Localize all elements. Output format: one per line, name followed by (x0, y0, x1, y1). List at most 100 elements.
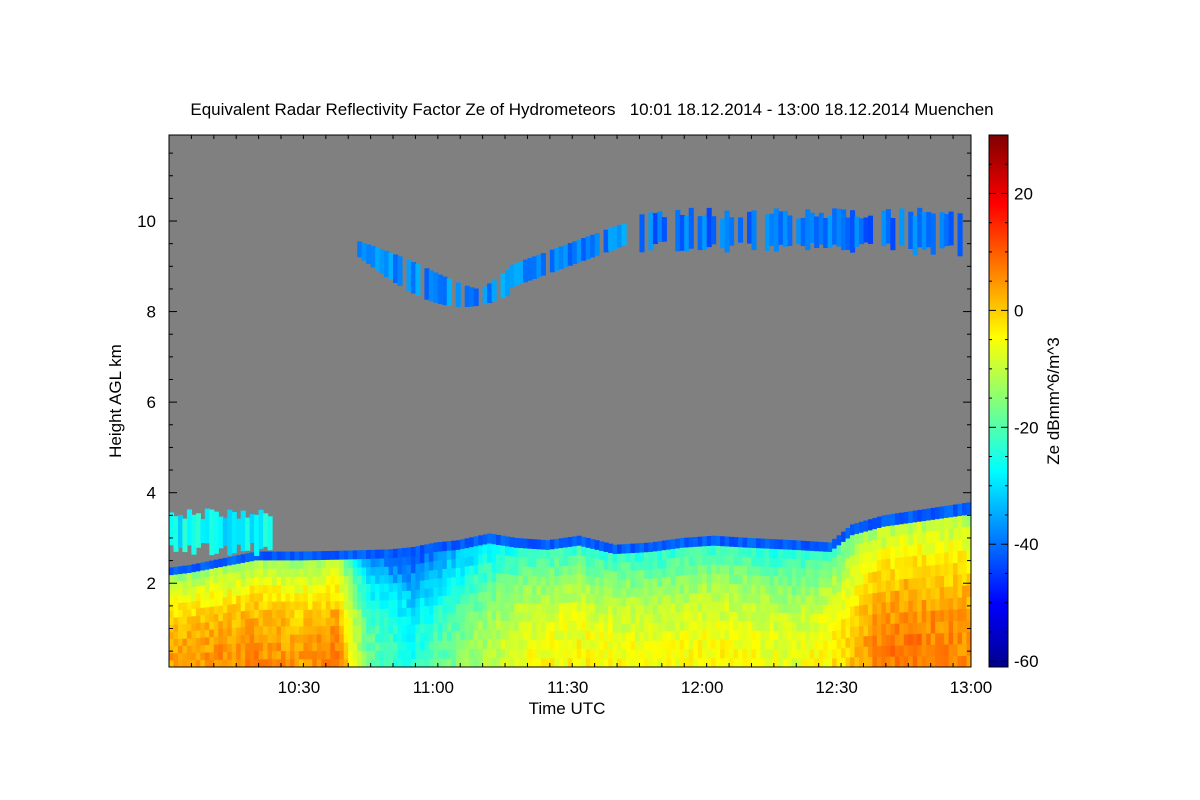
reflectivity-cell (612, 623, 618, 633)
cirrus-layer (357, 207, 963, 307)
reflectivity-cell (796, 585, 802, 596)
reflectivity-cell (375, 650, 381, 660)
reflectivity-cell (182, 572, 188, 581)
reflectivity-cell (263, 650, 269, 660)
reflectivity-cell (370, 591, 376, 601)
reflectivity-cell (424, 614, 430, 624)
reflectivity-cell (455, 612, 461, 623)
reflectivity-cell (473, 583, 479, 593)
reflectivity-cell (648, 649, 654, 659)
reflectivity-cell (469, 546, 475, 557)
reflectivity-cell (809, 631, 815, 641)
reflectivity-cell (733, 583, 739, 594)
reflectivity-cell (711, 629, 717, 640)
reflectivity-cell (858, 615, 865, 627)
reflectivity-cell (706, 610, 712, 621)
reflectivity-cell (912, 566, 918, 579)
reflectivity-cell (711, 610, 717, 621)
reflectivity-cell (218, 620, 224, 629)
reflectivity-cell (258, 576, 264, 586)
reflectivity-cell (585, 648, 591, 659)
reflectivity-cell (966, 572, 971, 586)
reflectivity-cell (702, 564, 708, 575)
reflectivity-cell (939, 552, 945, 565)
reflectivity-cell (473, 620, 479, 631)
reflectivity-cell (769, 566, 775, 577)
reflectivity-cell (325, 617, 331, 627)
reflectivity-cell (240, 578, 246, 588)
reflectivity-cell (415, 572, 421, 582)
reflectivity-cell (281, 592, 287, 602)
reflectivity-cell (903, 644, 909, 657)
reflectivity-cell (536, 603, 542, 613)
reflectivity-cell (881, 547, 887, 560)
reflectivity-cell (679, 611, 685, 622)
reflectivity-cell (773, 584, 779, 595)
reflectivity-cell (903, 545, 909, 557)
reflectivity-cell (715, 610, 721, 621)
reflectivity-cell (626, 631, 632, 642)
reflectivity-cell (697, 545, 703, 556)
reflectivity-cell (818, 559, 824, 570)
reflectivity-cell (558, 565, 564, 576)
reflectivity-cell (473, 601, 479, 612)
reflectivity-cell (805, 604, 811, 614)
reflectivity-cell (823, 613, 829, 624)
reflectivity-cell (482, 600, 488, 611)
reflectivity-cell (773, 648, 779, 659)
y-tick-label: 10 (137, 212, 156, 231)
reflectivity-cell (787, 603, 793, 614)
reflectivity-cell (796, 576, 802, 587)
low-layer (169, 502, 971, 667)
reflectivity-cell (572, 620, 578, 631)
reflectivity-cell (917, 622, 923, 634)
reflectivity-cell (626, 649, 632, 659)
reflectivity-cell (742, 546, 748, 557)
reflectivity-cell (962, 631, 968, 645)
x-axis-label: Time UTC (529, 699, 606, 718)
reflectivity-cell (330, 625, 336, 635)
reflectivity-cell (921, 633, 927, 646)
reflectivity-cell (509, 602, 515, 612)
reflectivity-cell (729, 564, 735, 575)
reflectivity-cell (334, 575, 340, 585)
reflectivity-cell (491, 610, 497, 621)
reflectivity-cell (231, 564, 237, 573)
reflectivity-cell (639, 587, 645, 597)
reflectivity-cell (724, 536, 730, 547)
reflectivity-cell (643, 551, 650, 562)
reflectivity-cell (433, 272, 439, 303)
reflectivity-cell (697, 620, 703, 631)
reflectivity-cell (576, 535, 582, 546)
reflectivity-cell (738, 620, 744, 631)
reflectivity-cell (191, 630, 197, 639)
reflectivity-cell (724, 545, 730, 556)
reflectivity-cell (487, 533, 493, 544)
reflectivity-cell (267, 625, 273, 635)
reflectivity-cell (303, 609, 309, 619)
reflectivity-cell (182, 630, 188, 639)
reflectivity-cell (200, 569, 206, 578)
reflectivity-cell (697, 555, 703, 566)
reflectivity-cell (867, 624, 874, 636)
reflectivity-cell (957, 550, 963, 563)
reflectivity-cell (361, 591, 367, 601)
reflectivity-cell (307, 650, 313, 660)
reflectivity-cell (782, 548, 788, 559)
reflectivity-cell (200, 577, 206, 586)
reflectivity-cell (195, 563, 201, 572)
reflectivity-cell (491, 534, 497, 545)
reflectivity-cell (357, 591, 363, 601)
reflectivity-cell (684, 639, 690, 650)
reflectivity-cell (540, 253, 546, 276)
x-tick-label: 11:30 (547, 678, 588, 697)
reflectivity-cell (903, 655, 909, 667)
reflectivity-cell (836, 582, 842, 593)
reflectivity-cell (384, 633, 390, 643)
reflectivity-cell (939, 655, 945, 667)
reflectivity-cell (330, 567, 336, 577)
reflectivity-cell (926, 508, 932, 521)
reflectivity-cell (706, 207, 712, 248)
reflectivity-cell (388, 633, 394, 643)
reflectivity-cell (872, 613, 878, 625)
